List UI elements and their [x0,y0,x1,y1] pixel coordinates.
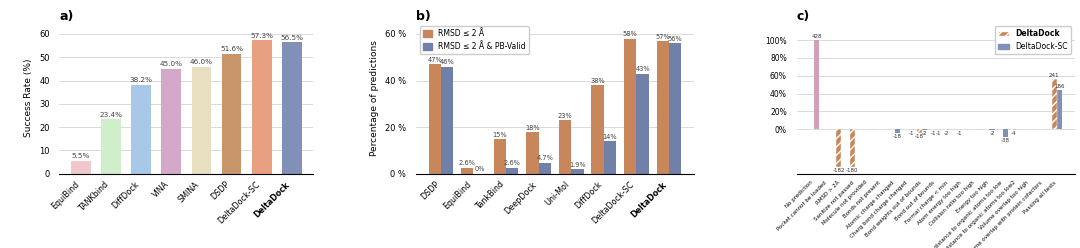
Bar [539,163,551,174]
Text: -1: -1 [935,131,941,136]
Bar [191,66,212,174]
Text: -18: -18 [893,134,902,139]
Text: 43%: 43% [635,66,650,72]
Bar [526,132,539,174]
Text: -180: -180 [846,168,859,173]
Bar [221,54,242,174]
Bar [657,41,669,174]
Text: 2.6%: 2.6% [459,160,475,166]
Bar [558,120,571,174]
Bar [604,141,617,174]
Text: b): b) [416,9,431,23]
Text: 46%: 46% [440,59,455,65]
Bar [636,73,649,174]
Text: 15%: 15% [492,131,508,138]
Text: 23.4%: 23.4% [99,112,122,118]
Text: -2: -2 [989,131,995,136]
Text: -38: -38 [1001,138,1010,143]
Text: c): c) [797,9,810,23]
Text: -2: -2 [922,131,928,136]
Bar [836,129,841,167]
Text: -1: -1 [908,131,914,136]
Bar [132,85,151,174]
Text: 23%: 23% [557,113,572,119]
Text: 428: 428 [811,34,822,39]
Bar [624,39,636,174]
Text: 51.6%: 51.6% [220,46,243,52]
Bar [461,168,473,174]
Text: 47%: 47% [428,57,442,63]
Text: 5.5%: 5.5% [71,154,90,159]
Text: -1: -1 [957,131,962,136]
Text: 2.6%: 2.6% [503,160,521,166]
Bar [1057,91,1062,129]
Bar [1003,129,1008,137]
Text: 58%: 58% [623,31,637,37]
Text: -1: -1 [930,131,935,136]
Text: a): a) [59,9,73,23]
Text: 45.0%: 45.0% [160,62,183,67]
Bar [669,43,681,174]
Legend: RMSD ≤ 2 Å, RMSD ≤ 2 Å & PB-Valid: RMSD ≤ 2 Å, RMSD ≤ 2 Å & PB-Valid [420,26,529,54]
Text: 4.7%: 4.7% [537,155,553,161]
Text: -2: -2 [944,131,949,136]
Text: 38.2%: 38.2% [130,77,152,83]
Bar [917,129,922,133]
Text: 1.9%: 1.9% [569,162,585,168]
Bar [814,40,820,129]
Text: 46.0%: 46.0% [190,59,213,65]
Bar [1052,79,1057,129]
Text: 0%: 0% [474,166,485,172]
Text: 186: 186 [1054,84,1065,89]
Text: -18: -18 [915,134,924,139]
Bar [592,85,604,174]
Bar [102,119,121,174]
Y-axis label: Success Rate (%): Success Rate (%) [25,59,33,137]
Text: -4: -4 [1011,131,1016,136]
Text: 56%: 56% [667,36,683,42]
Bar [494,139,507,174]
Bar [282,42,301,174]
Bar [429,64,441,174]
Text: -182: -182 [833,168,845,173]
Bar [441,66,454,174]
Bar [571,169,583,174]
Text: 57%: 57% [656,34,670,40]
Text: 14%: 14% [603,134,618,140]
Text: 38%: 38% [591,78,605,84]
Legend: DeltaDock, DeltaDock-SC: DeltaDock, DeltaDock-SC [995,26,1070,54]
Bar [1011,129,1016,130]
Bar [161,69,181,174]
Bar [895,129,901,133]
Text: 56.5%: 56.5% [281,35,303,41]
Y-axis label: Percentage of predictions: Percentage of predictions [370,40,379,156]
Bar [850,129,854,166]
Text: 57.3%: 57.3% [251,33,273,39]
Text: 18%: 18% [525,124,540,130]
Bar [71,161,91,174]
Bar [507,168,518,174]
Bar [252,40,271,174]
Text: 241: 241 [1049,73,1059,78]
